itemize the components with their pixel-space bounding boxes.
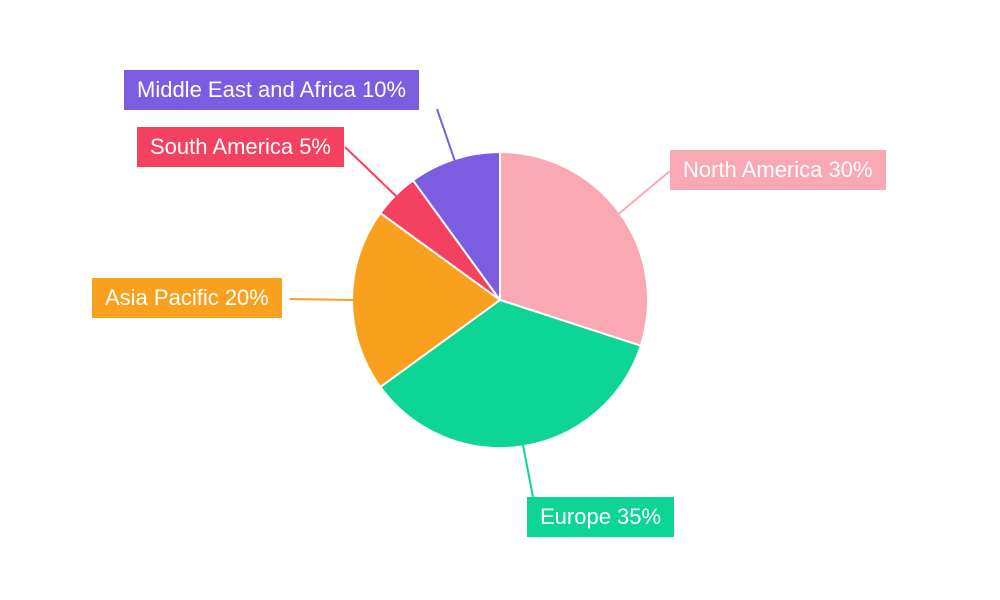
pie-label-south-america: South America 5% <box>137 127 344 167</box>
leader-line-asia-pacific <box>289 298 354 301</box>
leader-line-middle-east-and-africa <box>436 108 456 161</box>
leader-line-north-america <box>618 170 671 215</box>
pie-label-europe: Europe 35% <box>527 497 675 537</box>
pie-label-north-america: North America 30% <box>670 150 886 190</box>
pie-label-asia-pacific: Asia Pacific 20% <box>92 278 282 318</box>
leader-line-south-america <box>344 146 397 197</box>
pie-label-middle-east-and-africa: Middle East and Africa 10% <box>124 70 420 110</box>
leader-line-europe <box>522 445 534 498</box>
